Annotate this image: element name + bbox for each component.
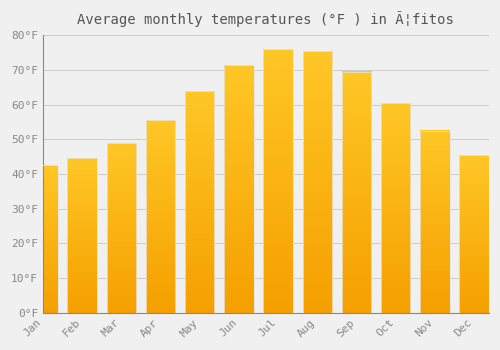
Bar bbox=[342, 72, 372, 313]
Bar bbox=[460, 155, 489, 313]
Bar bbox=[106, 143, 136, 313]
Bar bbox=[185, 91, 214, 313]
Bar bbox=[302, 51, 332, 313]
Bar bbox=[224, 65, 254, 313]
Bar bbox=[146, 120, 176, 313]
Bar bbox=[68, 158, 97, 313]
Bar bbox=[264, 49, 293, 313]
Bar bbox=[460, 155, 489, 313]
Bar bbox=[381, 103, 410, 313]
Bar bbox=[28, 165, 58, 313]
Bar bbox=[420, 131, 450, 313]
Bar bbox=[342, 72, 372, 313]
Bar bbox=[68, 158, 97, 313]
Bar bbox=[224, 65, 254, 313]
Bar bbox=[302, 51, 332, 313]
Bar bbox=[420, 131, 450, 313]
Bar bbox=[264, 49, 293, 313]
Bar bbox=[106, 143, 136, 313]
Bar bbox=[185, 91, 214, 313]
Bar bbox=[146, 120, 176, 313]
Bar bbox=[381, 103, 410, 313]
Bar bbox=[28, 165, 58, 313]
Title: Average monthly temperatures (°F ) in Ã¦fitos: Average monthly temperatures (°F ) in Ã¦… bbox=[78, 11, 454, 27]
